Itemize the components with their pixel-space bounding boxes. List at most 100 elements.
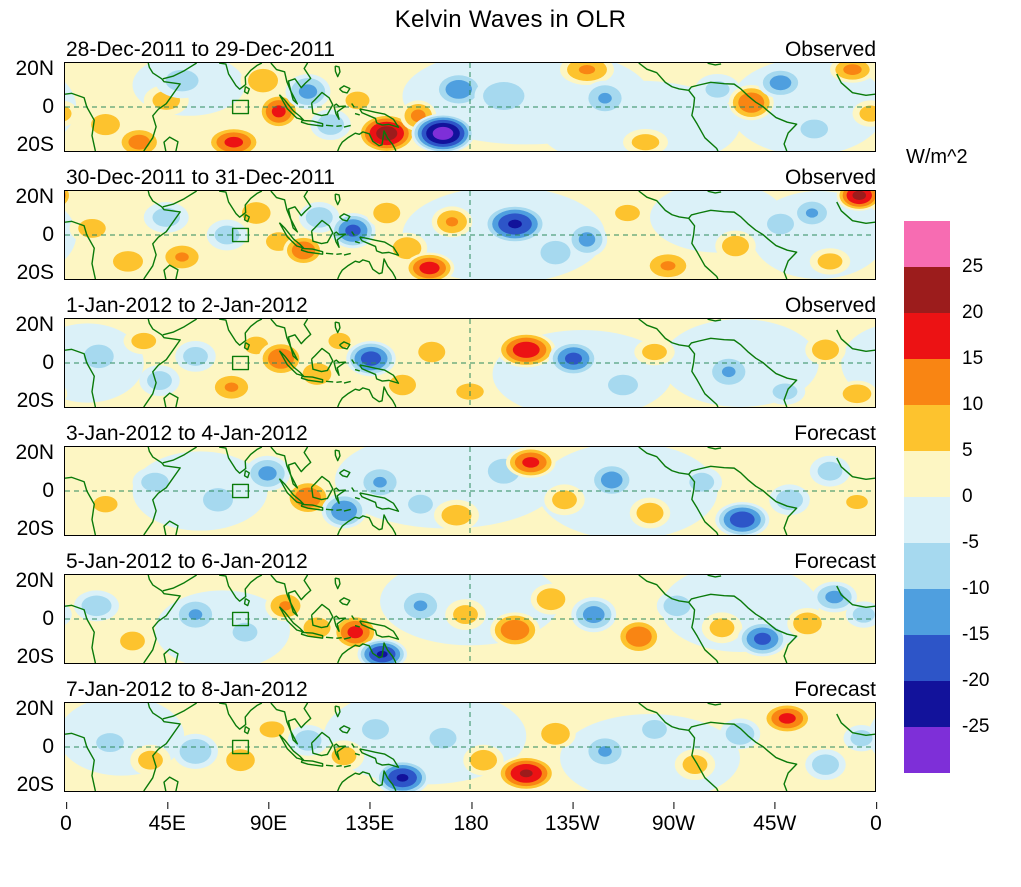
map-panel-4: 3-Jan-2012 to 4-Jan-2012 Forecast 20N 0 20S (0, 422, 880, 540)
x-tick-label: 0 (870, 802, 882, 835)
panel-source-label: Forecast (794, 678, 876, 701)
panel-date-range: 28-Dec-2011 to 29-Dec-2011 (66, 38, 335, 61)
colorbar-tick-label: -10 (962, 578, 990, 599)
y-tick-label: 0 (42, 223, 54, 246)
anomaly-map-canvas (64, 574, 876, 664)
colorbar-cell (904, 635, 950, 681)
y-tick-label: 0 (42, 95, 54, 118)
panel-header: 7-Jan-2012 to 8-Jan-2012 Forecast (66, 678, 876, 702)
colorbar-tick-label: 25 (962, 256, 984, 277)
colorbar-tick-label: -15 (962, 624, 990, 645)
y-axis-labels: 20N 0 20S (0, 185, 64, 284)
colorbar-column: W/m^2 25 20 15 10 5 0 -5 -10 -15 -20 -25 (904, 38, 989, 773)
x-tick-label: 0 (60, 802, 72, 835)
map-panel-5: 5-Jan-2012 to 6-Jan-2012 Forecast 20N 0 20S (0, 550, 880, 668)
panel-header: 5-Jan-2012 to 6-Jan-2012 Forecast (66, 550, 876, 574)
y-tick-label: 20N (15, 57, 54, 80)
colorbar-cell (904, 313, 950, 359)
colorbar-cell (904, 267, 950, 313)
panel-date-range: 3-Jan-2012 to 4-Jan-2012 (66, 422, 308, 445)
anomaly-map-canvas (64, 62, 876, 152)
x-tick-label: 45W (753, 802, 797, 835)
colorbar-cell (904, 221, 950, 267)
x-tick-label: 90E (249, 802, 288, 835)
x-tick-label: 180 (453, 802, 489, 835)
y-axis-labels: 20N 0 20S (0, 441, 64, 540)
colorbar-tick-label: -20 (962, 670, 990, 691)
colorbar-tick-label: -5 (962, 532, 979, 553)
x-axis: 0 45E 90E 135E 180 135W 90W 45W 0 (60, 802, 882, 836)
panel-date-range: 30-Dec-2011 to 31-Dec-2011 (66, 166, 335, 189)
panel-source-label: Observed (784, 166, 876, 189)
panel-row: 20N 0 20S (0, 57, 880, 156)
panel-source-label: Forecast (794, 422, 876, 445)
colorbar-cell (904, 497, 950, 543)
panel-header: 28-Dec-2011 to 29-Dec-2011 Observed (66, 38, 876, 62)
panel-header: 1-Jan-2012 to 2-Jan-2012 Observed (66, 294, 876, 318)
y-tick-label: 20N (15, 441, 54, 464)
panel-row: 20N 0 20S (0, 185, 880, 284)
y-axis-labels: 20N 0 20S (0, 313, 64, 412)
colorbar-tick-label: 15 (962, 348, 984, 369)
y-tick-label: 20S (16, 773, 54, 796)
colorbar-tick-label: 5 (962, 440, 973, 461)
panel-date-range: 5-Jan-2012 to 6-Jan-2012 (66, 550, 308, 573)
y-tick-label: 0 (42, 351, 54, 374)
panel-header: 3-Jan-2012 to 4-Jan-2012 Forecast (66, 422, 876, 446)
y-axis-labels: 20N 0 20S (0, 569, 64, 668)
x-tick-label: 45E (148, 802, 186, 835)
anomaly-map-canvas (64, 190, 876, 280)
y-tick-label: 20S (16, 389, 54, 412)
colorbar-units-label: W/m^2 (906, 146, 968, 168)
colorbar-cell (904, 451, 950, 497)
colorbar-tick-label: 20 (962, 302, 984, 323)
panel-row: 20N 0 20S (0, 569, 880, 668)
map-panel-6: 7-Jan-2012 to 8-Jan-2012 Forecast 20N 0 20S (0, 678, 880, 796)
panel-stack: 28-Dec-2011 to 29-Dec-2011 Observed 20N 0 20… (0, 38, 880, 796)
map-panel-3: 1-Jan-2012 to 2-Jan-2012 Observed 20N 0 20S (0, 294, 880, 412)
y-tick-label: 20N (15, 697, 54, 720)
y-tick-label: 20S (16, 261, 54, 284)
colorbar: 25 20 15 10 5 0 -5 -10 -15 -20 -25 (904, 221, 989, 773)
y-tick-label: 20S (16, 645, 54, 668)
colorbar-tick-label: 10 (962, 394, 984, 415)
colorbar-cell (904, 405, 950, 451)
plot-column: 28-Dec-2011 to 29-Dec-2011 Observed 20N 0 20… (0, 38, 882, 836)
y-tick-label: 20N (15, 313, 54, 336)
map-panel-1: 28-Dec-2011 to 29-Dec-2011 Observed 20N 0 20… (0, 38, 880, 156)
y-tick-label: 20S (16, 517, 54, 540)
chart-title: Kelvin Waves in OLR (394, 6, 627, 33)
colorbar-cell (904, 543, 950, 589)
x-tick-label: 135W (544, 802, 600, 835)
y-tick-label: 0 (42, 735, 54, 758)
panel-row: 20N 0 20S (0, 313, 880, 412)
anomaly-map-canvas (64, 318, 876, 408)
panel-date-range: 7-Jan-2012 to 8-Jan-2012 (66, 678, 308, 701)
y-axis-labels: 20N 0 20S (0, 697, 64, 796)
y-axis-labels: 20N 0 20S (0, 57, 64, 156)
colorbar-cell (904, 727, 950, 773)
colorbar-cell (904, 681, 950, 727)
anomaly-map-canvas (64, 446, 876, 536)
panel-source-label: Observed (784, 294, 876, 317)
y-tick-label: 20S (16, 133, 54, 156)
colorbar-tick-label: 0 (962, 486, 973, 507)
y-tick-label: 0 (42, 479, 54, 502)
y-tick-label: 0 (42, 607, 54, 630)
y-tick-label: 20N (15, 569, 54, 592)
x-tick-label: 90W (651, 802, 696, 835)
x-tick-label: 135E (345, 802, 395, 835)
panel-source-label: Forecast (794, 550, 876, 573)
panel-source-label: Observed (784, 38, 876, 61)
panel-header: 30-Dec-2011 to 31-Dec-2011 Observed (66, 166, 876, 190)
colorbar-cell (904, 359, 950, 405)
panel-row: 20N 0 20S (0, 441, 880, 540)
colorbar-cell (904, 589, 950, 635)
map-panel-2: 30-Dec-2011 to 31-Dec-2011 Observed 20N 0 20… (0, 166, 880, 284)
panel-row: 20N 0 20S (0, 697, 880, 796)
panel-date-range: 1-Jan-2012 to 2-Jan-2012 (66, 294, 308, 317)
y-tick-label: 20N (15, 185, 54, 208)
colorbar-tick-label: -25 (962, 716, 990, 737)
anomaly-map-canvas (64, 702, 876, 792)
